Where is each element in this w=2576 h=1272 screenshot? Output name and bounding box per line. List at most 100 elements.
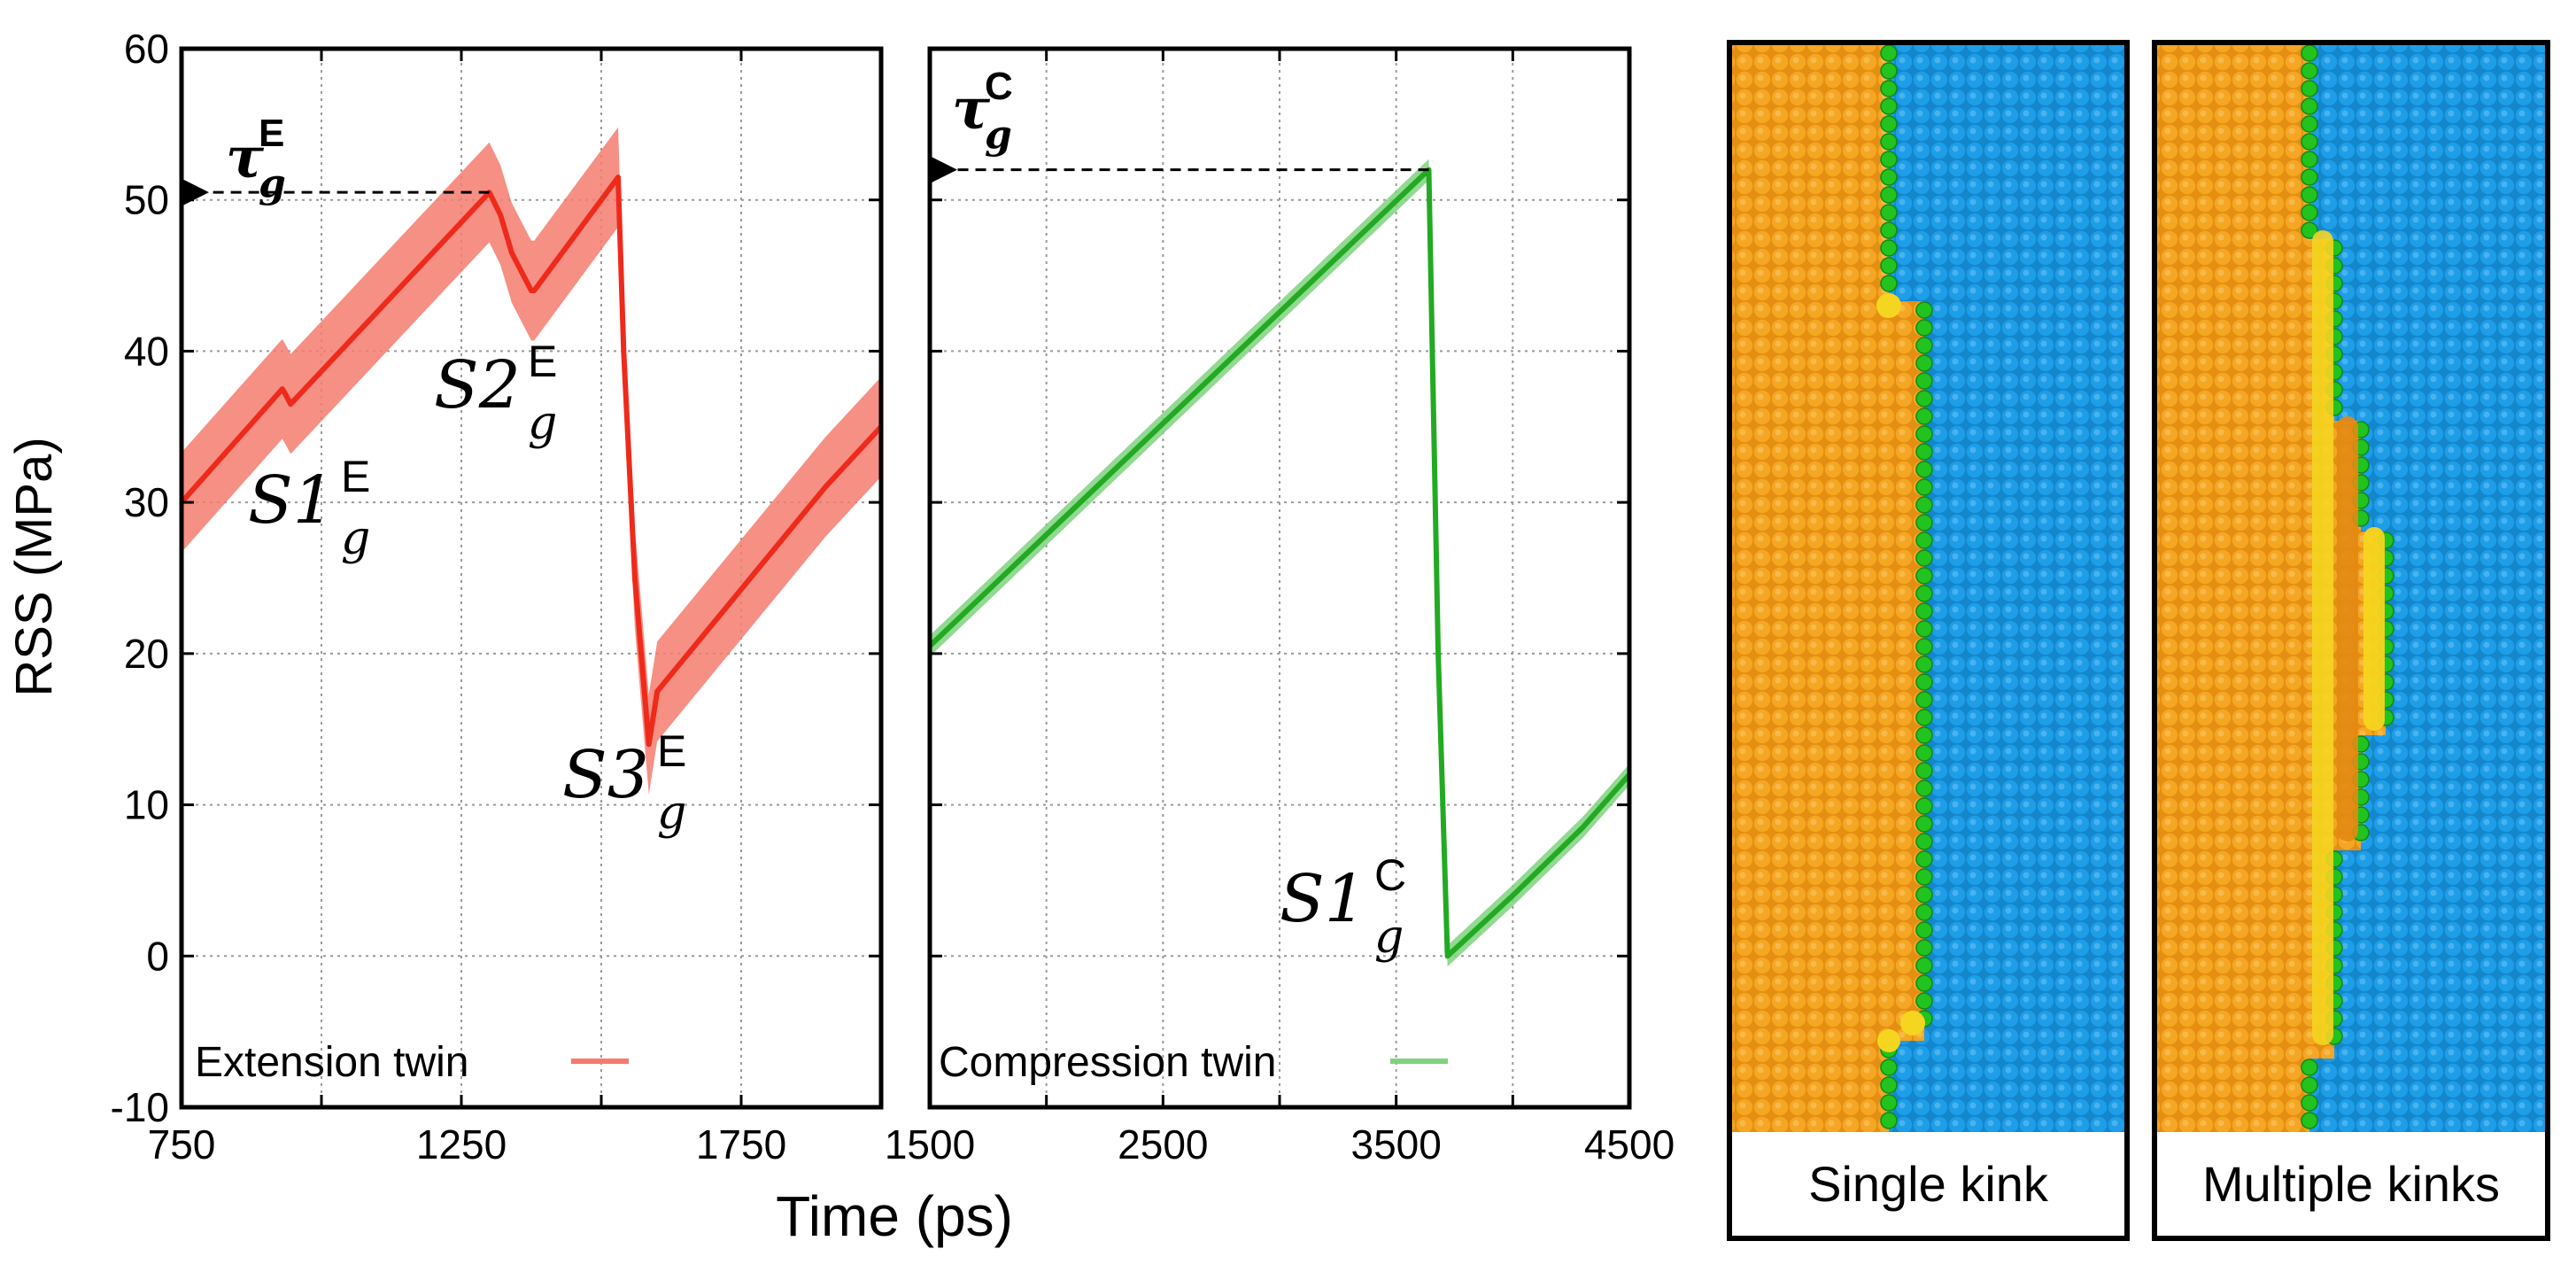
atom (2301, 1059, 2318, 1076)
x-tick-label: 1500 (885, 1121, 975, 1167)
atom (1915, 354, 1933, 372)
legend: Extension twin (195, 1039, 629, 1086)
y-tick-marks (930, 47, 1629, 1109)
x-tick-label: 3500 (1350, 1121, 1441, 1167)
panel-border (2152, 40, 2550, 1241)
atom (2301, 186, 2318, 204)
y-tick-label: 0 (146, 933, 169, 979)
atom (1915, 673, 1933, 691)
atom (1915, 443, 1933, 461)
atom (1915, 337, 1933, 354)
x-tick-label: 1250 (416, 1121, 507, 1167)
y-tick-label: -10 (111, 1084, 169, 1130)
x-axis-label: Time (ps) (776, 1184, 1013, 1248)
multiple-kinks-caption: Multiple kinks (2157, 1132, 2545, 1236)
atom (1915, 709, 1933, 726)
kink-segment (2363, 527, 2385, 731)
svg-text:g: g (259, 161, 286, 206)
atom (2301, 1112, 2318, 1129)
kink-atoms (1876, 293, 1925, 1052)
atom (1880, 44, 1898, 62)
atom (1915, 833, 1933, 850)
x-tick-label: 4500 (1584, 1121, 1675, 1167)
plot-frame (927, 46, 1632, 1110)
s1-c-label: S1 g C (1280, 850, 1406, 964)
atom (1915, 797, 1933, 815)
x-tick-label: 2500 (1118, 1121, 1208, 1167)
y-tick-label: 40 (124, 328, 169, 374)
s3-e-label: S3 g E (562, 726, 686, 840)
tau-c-label: τ g C (952, 65, 1013, 158)
atom (1880, 168, 1898, 186)
atom (2301, 44, 2318, 62)
atom (1915, 815, 1933, 833)
y-tick-label: 60 (124, 26, 169, 72)
atom (1880, 151, 1898, 168)
atom (1915, 531, 1933, 549)
atom (1880, 80, 1898, 97)
svg-text:E: E (657, 726, 686, 776)
atom (1915, 496, 1933, 514)
panel-border (1727, 40, 2130, 1241)
atom (1915, 638, 1933, 655)
s1-e-label: S1 g E (248, 452, 370, 565)
svg-text:S1: S1 (1280, 861, 1366, 937)
extension-twin-band (182, 127, 881, 795)
svg-text:E: E (259, 112, 284, 155)
atom (2301, 204, 2318, 221)
x-ticks: 1500 2500 3500 4500 (885, 49, 1675, 1167)
svg-text:S1: S1 (248, 462, 335, 539)
atom (1880, 1059, 1898, 1076)
atom (2301, 151, 2318, 168)
atom (1915, 567, 1933, 585)
kink-atom (1900, 1011, 1925, 1035)
atom (1915, 762, 1933, 779)
extension-twin-line (179, 175, 884, 748)
legend-label: Compression twin (939, 1039, 1276, 1086)
orange-grain (2154, 44, 2309, 1132)
atom (1915, 461, 1933, 478)
svg-text:g: g (657, 787, 686, 840)
kink-atom (1876, 293, 1901, 318)
atom (2301, 1076, 2318, 1094)
atom (1880, 257, 1898, 275)
svg-text:S3: S3 (562, 737, 649, 813)
atom (1915, 390, 1933, 407)
svg-text:τ: τ (226, 125, 265, 191)
legend: Compression twin (939, 1039, 1448, 1086)
svg-text:g: g (1374, 911, 1404, 964)
orange-grain (1729, 44, 1889, 1132)
series-line (927, 167, 1632, 959)
y-ticks: -10 0 10 20 30 40 50 60 (111, 26, 881, 1130)
y-tick-label: 10 (124, 782, 169, 828)
kink-atom (1877, 1029, 1900, 1052)
atom (1915, 992, 1933, 1010)
compression-twin-plot: 1500 2500 3500 4500 τ g C S1 g C Compressio… (885, 46, 1675, 1167)
atom (1880, 239, 1898, 257)
atom (1915, 407, 1933, 425)
plot-frame (179, 46, 884, 1110)
atom (1915, 620, 1933, 638)
grid (930, 49, 1629, 1107)
atom (2301, 133, 2318, 151)
atom (1880, 115, 1898, 133)
atom (1880, 133, 1898, 151)
atom (1880, 62, 1898, 80)
atom (1915, 850, 1933, 868)
atom (2301, 221, 2318, 239)
twin-boundary-atoms (1880, 44, 1933, 1129)
atom (1880, 1076, 1898, 1094)
atom (1880, 186, 1898, 204)
atom (1915, 868, 1933, 886)
atom (1915, 319, 1933, 337)
compression-twin-line (927, 167, 1632, 959)
atom (1915, 886, 1933, 904)
atom (2301, 62, 2318, 80)
atom (1915, 974, 1933, 992)
atom (1880, 204, 1898, 221)
atom (2301, 168, 2318, 186)
y-tick-label: 30 (124, 479, 169, 525)
atom (1880, 97, 1898, 115)
atom (2301, 97, 2318, 115)
atom (2301, 80, 2318, 97)
